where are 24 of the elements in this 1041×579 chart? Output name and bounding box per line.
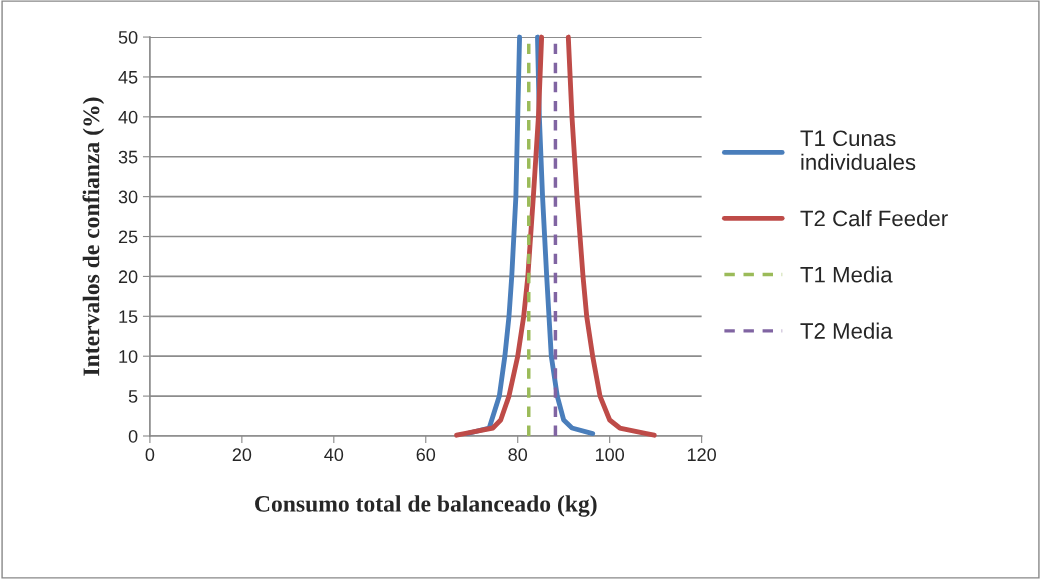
y-tick-label: 25 <box>118 230 138 244</box>
y-tick-label: 40 <box>118 110 138 124</box>
y-tick-label: 5 <box>128 390 138 403</box>
x-tick-label: 60 <box>416 448 436 462</box>
y-tick-label: 0 <box>128 429 138 443</box>
legend-label: T2 Calf Feeder <box>800 210 948 227</box>
legend-label: T1 Cunas individuales <box>800 130 916 171</box>
x-tick-label: 120 <box>687 448 716 462</box>
y-tick-label: 45 <box>118 71 138 84</box>
x-tick-label: 100 <box>595 448 625 462</box>
y-tick-label: 35 <box>118 150 138 164</box>
x-axis-title: Consumo total de balanceado (kg) <box>255 495 597 517</box>
x-tick-label: 0 <box>145 448 155 462</box>
legend-label: T2 Media <box>800 322 893 339</box>
y-tick-label: 10 <box>119 350 138 363</box>
y-axis-title: Intervalos de confianza (%) <box>82 97 105 376</box>
legend-label: T1 Media <box>800 266 893 283</box>
x-tick-label: 80 <box>508 448 528 462</box>
x-tick-label: 20 <box>232 448 252 462</box>
x-tick-label: 40 <box>324 448 344 462</box>
y-tick-label: 15 <box>119 310 138 324</box>
y-tick-label: 30 <box>118 190 138 204</box>
y-tick-label: 20 <box>118 270 138 284</box>
y-tick-label: 50 <box>118 30 138 44</box>
